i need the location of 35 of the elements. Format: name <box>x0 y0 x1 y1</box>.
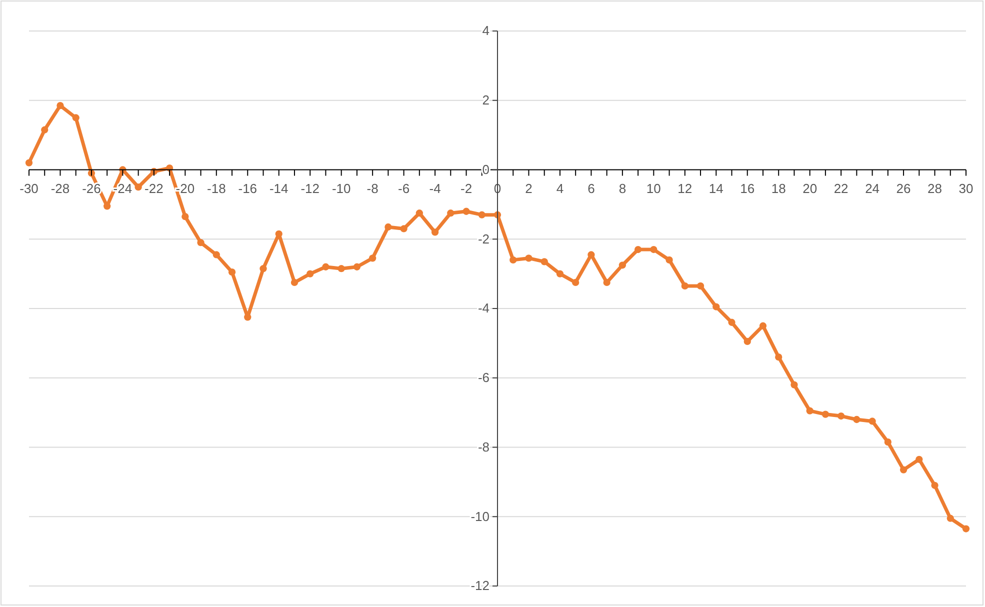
x-tick-label: -2 <box>460 181 472 196</box>
y-tick-label: 2 <box>482 92 490 108</box>
y-tick-label: -12 <box>470 578 490 594</box>
x-tick-label: 30 <box>958 181 974 196</box>
y-tick-label: 4 <box>482 23 490 38</box>
x-tick-label: -8 <box>366 181 378 196</box>
x-tick-label: 22 <box>834 181 848 196</box>
y-tick-label: -8 <box>478 439 490 454</box>
x-tick-label: -14 <box>269 181 288 196</box>
x-tick-label: 28 <box>928 181 942 196</box>
x-tick-label: 14 <box>708 181 724 196</box>
x-tick-label: -30 <box>20 181 38 196</box>
y-tick-label: -2 <box>478 231 490 246</box>
x-tick-label: -6 <box>398 181 410 196</box>
x-tick-label: -10 <box>332 181 351 196</box>
x-tick-label: 20 <box>802 181 818 196</box>
x-tick-label: 12 <box>678 181 692 196</box>
x-tick-label: 16 <box>740 181 755 196</box>
x-tick-label: -12 <box>300 181 320 196</box>
x-tick-label: -22 <box>144 181 164 196</box>
x-tick-label: -16 <box>238 181 258 196</box>
x-tick-label: 24 <box>865 181 880 196</box>
x-tick-label: -4 <box>429 181 441 196</box>
x-tick-label: 2 <box>525 181 532 196</box>
x-tick-label: -28 <box>50 181 70 196</box>
x-tick-label: 6 <box>588 181 595 196</box>
x-tick-label: 18 <box>771 181 786 196</box>
x-tick-label: 8 <box>618 181 626 196</box>
x-tick-label: 10 <box>646 181 661 196</box>
y-tick-label: -10 <box>470 508 490 524</box>
x-tick-label: 26 <box>896 181 911 196</box>
x-tick-label: -18 <box>207 181 226 196</box>
x-tick-label: 4 <box>556 181 564 196</box>
y-tick-label: -4 <box>478 300 490 316</box>
y-tick-label: -6 <box>478 370 490 386</box>
